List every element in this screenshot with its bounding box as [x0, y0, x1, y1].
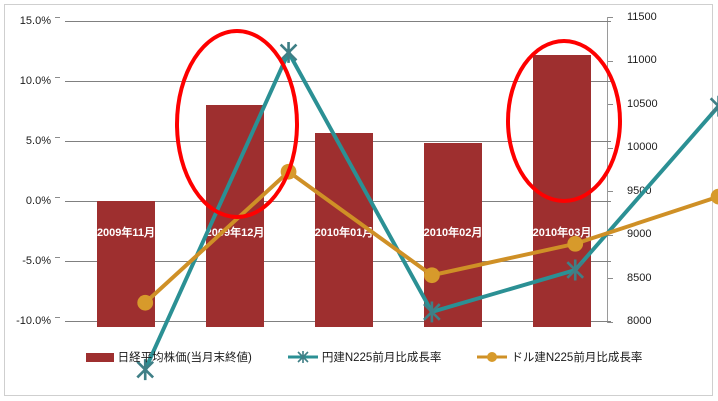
- left-axis-tick-1: 10.0%: [19, 75, 51, 87]
- right-axis-tick-6: 8500: [627, 272, 652, 284]
- marker-yen-2: [423, 301, 441, 323]
- marker-usd-2: [424, 267, 440, 284]
- category-label-0: 2009年11月: [96, 227, 156, 239]
- marker-usd-3: [567, 235, 584, 252]
- legend-label-usd-growth: ドル建N225前月比成長率: [511, 352, 643, 364]
- marker-usd-0: [137, 294, 154, 311]
- line-star-swatch-icon: [287, 350, 318, 364]
- bar-swatch-icon: [85, 352, 114, 362]
- marker-usd-4: [710, 188, 718, 205]
- right-tickmark-5: [608, 235, 613, 236]
- right-tickmark-0: [608, 17, 613, 18]
- left-tickmark-4: [55, 257, 60, 258]
- plot-area: 2009年11月 2009年12月 2010年01月 2010年02月 2010…: [65, 21, 718, 381]
- left-axis-tick-3: 0.0%: [25, 195, 51, 207]
- chart-legend: 日経平均株価(当月末終値) 円建N225前月比成長率: [5, 343, 718, 371]
- right-tickmark-4: [608, 191, 613, 192]
- bar-2010-01: [315, 133, 373, 327]
- right-tickmark-6: [608, 278, 613, 279]
- legend-item-yen-growth[interactable]: 円建N225前月比成長率: [287, 349, 442, 365]
- gridline-10: [65, 81, 611, 82]
- highlight-ellipse-2010-03: [506, 39, 622, 203]
- left-tickmark-2: [55, 137, 60, 138]
- gridline-15: [65, 21, 611, 22]
- line-circle-swatch-icon: [477, 350, 508, 364]
- category-label-3: 2010年02月: [423, 227, 483, 239]
- left-axis-tick-4: -5.0%: [22, 255, 51, 267]
- marker-yen-0: [136, 359, 155, 381]
- marker-group-yen: [136, 41, 718, 381]
- highlight-ellipse-2009-12: [175, 29, 299, 219]
- left-tickmark-5: [55, 317, 60, 318]
- right-axis-tick-7: 8000: [627, 315, 652, 327]
- legend-item-nikkei[interactable]: 日経平均株価(当月末終値): [85, 349, 252, 365]
- right-axis-tick-2: 10500: [627, 98, 658, 110]
- legend-label-nikkei: 日経平均株価(当月末終値): [117, 352, 252, 364]
- left-tickmark-3: [55, 197, 60, 198]
- right-axis-tick-5: 9000: [627, 228, 652, 240]
- left-axis-tick-5: -10.0%: [16, 315, 51, 327]
- right-axis-tick-0: 11500: [627, 11, 657, 23]
- marker-yen-4: [709, 95, 718, 117]
- right-axis-tick-1: 11000: [627, 54, 657, 66]
- marker-yen-1: [279, 41, 298, 63]
- bar-2010-02: [424, 143, 482, 327]
- right-tickmark-7: [608, 322, 613, 323]
- left-axis-tick-2: 5.0%: [25, 135, 51, 147]
- legend-label-yen-growth: 円建N225前月比成長率: [321, 352, 442, 364]
- right-axis-tick-3: 10000: [627, 141, 658, 153]
- left-axis-tick-0: 15.0%: [19, 15, 51, 27]
- marker-yen-3: [566, 259, 585, 281]
- line-series-layer: [136, 41, 718, 381]
- legend-item-usd-growth[interactable]: ドル建N225前月比成長率: [477, 349, 642, 365]
- left-tickmark-1: [55, 77, 60, 78]
- left-tickmark-0: [55, 17, 60, 18]
- category-label-4: 2010年03月: [532, 227, 592, 239]
- chart-frame: 15.0% 10.0% 5.0% 0.0% -5.0% -10.0% 11500…: [4, 4, 718, 396]
- right-tickmark-1: [608, 61, 613, 62]
- category-label-2: 2010年01月: [314, 227, 374, 239]
